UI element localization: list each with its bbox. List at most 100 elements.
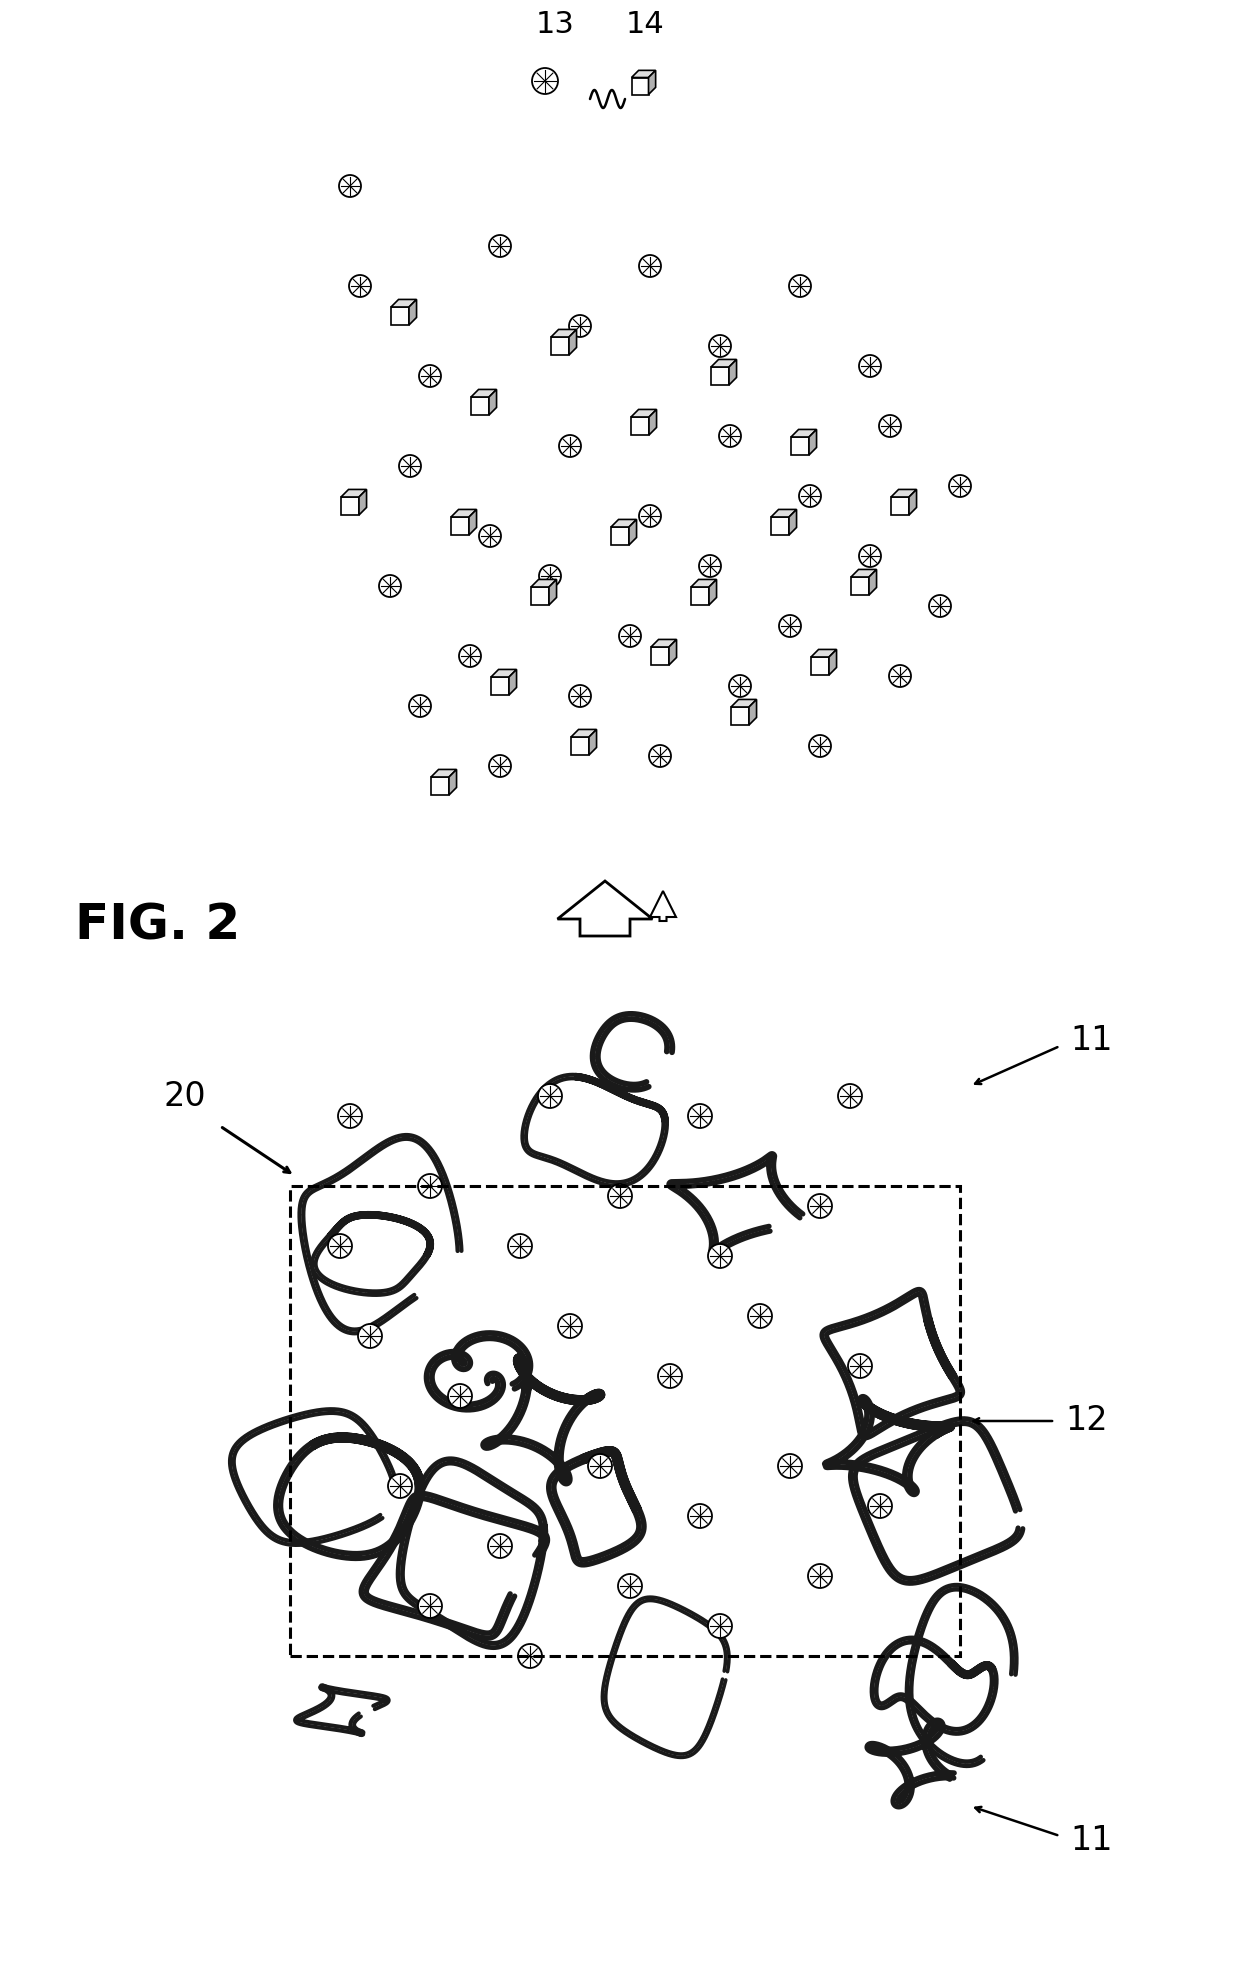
Circle shape	[639, 256, 661, 277]
Polygon shape	[892, 490, 916, 497]
Polygon shape	[491, 670, 517, 676]
Circle shape	[559, 434, 582, 456]
Circle shape	[708, 1614, 732, 1638]
Polygon shape	[808, 429, 817, 454]
Polygon shape	[691, 588, 709, 606]
Polygon shape	[489, 389, 496, 415]
Circle shape	[489, 236, 511, 258]
Polygon shape	[451, 517, 469, 535]
Circle shape	[409, 696, 432, 718]
Circle shape	[459, 645, 481, 666]
Text: 11: 11	[1070, 1024, 1112, 1058]
Polygon shape	[791, 436, 808, 454]
Polygon shape	[391, 307, 409, 324]
Circle shape	[569, 315, 591, 336]
Polygon shape	[508, 670, 517, 696]
Polygon shape	[549, 580, 557, 606]
Polygon shape	[830, 649, 837, 674]
Polygon shape	[491, 676, 508, 696]
FancyArrow shape	[650, 891, 676, 920]
Text: 20: 20	[164, 1079, 206, 1113]
Circle shape	[532, 69, 558, 94]
Circle shape	[639, 505, 661, 527]
Circle shape	[848, 1355, 872, 1378]
Polygon shape	[629, 519, 636, 545]
Polygon shape	[749, 700, 756, 725]
Circle shape	[518, 1644, 542, 1667]
Polygon shape	[360, 490, 367, 515]
Circle shape	[658, 1364, 682, 1388]
Text: 13: 13	[536, 10, 574, 39]
Polygon shape	[789, 509, 796, 535]
Text: 12: 12	[1065, 1404, 1107, 1437]
Polygon shape	[649, 409, 656, 434]
Circle shape	[808, 1565, 832, 1589]
Polygon shape	[732, 708, 749, 725]
Circle shape	[868, 1494, 892, 1518]
Circle shape	[358, 1323, 382, 1349]
Circle shape	[699, 554, 720, 576]
Circle shape	[379, 574, 401, 598]
Circle shape	[748, 1303, 773, 1327]
Polygon shape	[449, 769, 456, 794]
Circle shape	[419, 366, 441, 387]
Polygon shape	[670, 639, 677, 665]
Polygon shape	[651, 647, 670, 665]
Polygon shape	[651, 639, 677, 647]
Polygon shape	[811, 649, 837, 657]
Circle shape	[859, 545, 880, 566]
Polygon shape	[631, 409, 656, 417]
Circle shape	[779, 615, 801, 637]
Circle shape	[339, 175, 361, 197]
Circle shape	[688, 1504, 712, 1528]
Polygon shape	[709, 580, 717, 606]
Polygon shape	[771, 517, 789, 535]
Polygon shape	[732, 700, 756, 708]
Circle shape	[508, 1235, 532, 1258]
Polygon shape	[909, 490, 916, 515]
Polygon shape	[551, 330, 577, 336]
Bar	[290, 1185, 960, 1655]
Polygon shape	[851, 570, 877, 576]
Circle shape	[448, 1384, 472, 1408]
Polygon shape	[631, 417, 649, 434]
Circle shape	[538, 1083, 562, 1109]
Circle shape	[729, 674, 751, 698]
Circle shape	[859, 356, 880, 377]
Polygon shape	[569, 330, 577, 356]
Polygon shape	[531, 588, 549, 606]
Polygon shape	[451, 509, 476, 517]
Circle shape	[348, 275, 371, 297]
Polygon shape	[611, 519, 636, 527]
Polygon shape	[471, 397, 489, 415]
Polygon shape	[551, 336, 569, 356]
Text: FIG. 2: FIG. 2	[74, 902, 241, 950]
Circle shape	[569, 684, 591, 708]
Polygon shape	[469, 509, 476, 535]
Polygon shape	[631, 71, 656, 77]
Circle shape	[799, 486, 821, 507]
Polygon shape	[711, 368, 729, 385]
Polygon shape	[432, 769, 456, 777]
FancyArrow shape	[558, 881, 652, 936]
Polygon shape	[589, 729, 596, 755]
Circle shape	[649, 745, 671, 767]
Polygon shape	[570, 737, 589, 755]
Polygon shape	[649, 71, 656, 94]
Circle shape	[618, 1575, 642, 1598]
Polygon shape	[771, 509, 796, 517]
Circle shape	[619, 625, 641, 647]
Circle shape	[479, 525, 501, 547]
Circle shape	[708, 1244, 732, 1268]
Circle shape	[418, 1174, 441, 1197]
Polygon shape	[892, 497, 909, 515]
Circle shape	[719, 425, 742, 446]
Polygon shape	[391, 299, 417, 307]
Circle shape	[339, 1105, 362, 1128]
Circle shape	[808, 1193, 832, 1219]
Polygon shape	[471, 389, 496, 397]
Circle shape	[489, 755, 511, 777]
Circle shape	[418, 1594, 441, 1618]
Polygon shape	[341, 497, 360, 515]
Circle shape	[489, 1533, 512, 1557]
